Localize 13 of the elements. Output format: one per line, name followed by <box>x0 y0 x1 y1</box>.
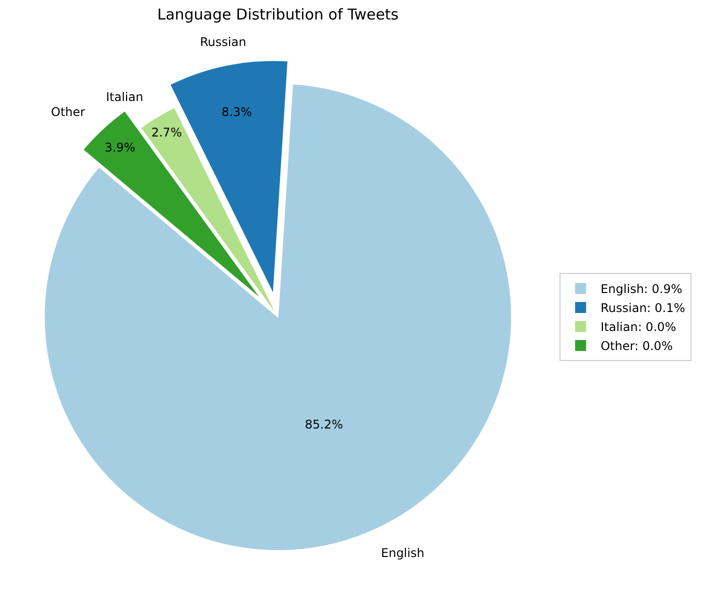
text: Russian <box>200 35 246 49</box>
chart-title: Language Distribution of Tweets <box>157 6 399 24</box>
text: English <box>381 546 424 560</box>
legend-label: Italian: 0.0% <box>600 320 676 334</box>
legend-label: Russian: 0.1% <box>600 301 686 316</box>
legend-label: Other: 0.0% <box>600 339 673 354</box>
data-label: 2.7% <box>151 126 182 140</box>
data-label: 8.3% <box>222 104 252 119</box>
data-label: 3.9% <box>104 140 136 155</box>
text: Other <box>51 105 86 119</box>
legend-label: English: 0.9% <box>600 282 682 296</box>
data-label: 85.2% <box>304 417 344 432</box>
text: Italian <box>106 90 144 104</box>
